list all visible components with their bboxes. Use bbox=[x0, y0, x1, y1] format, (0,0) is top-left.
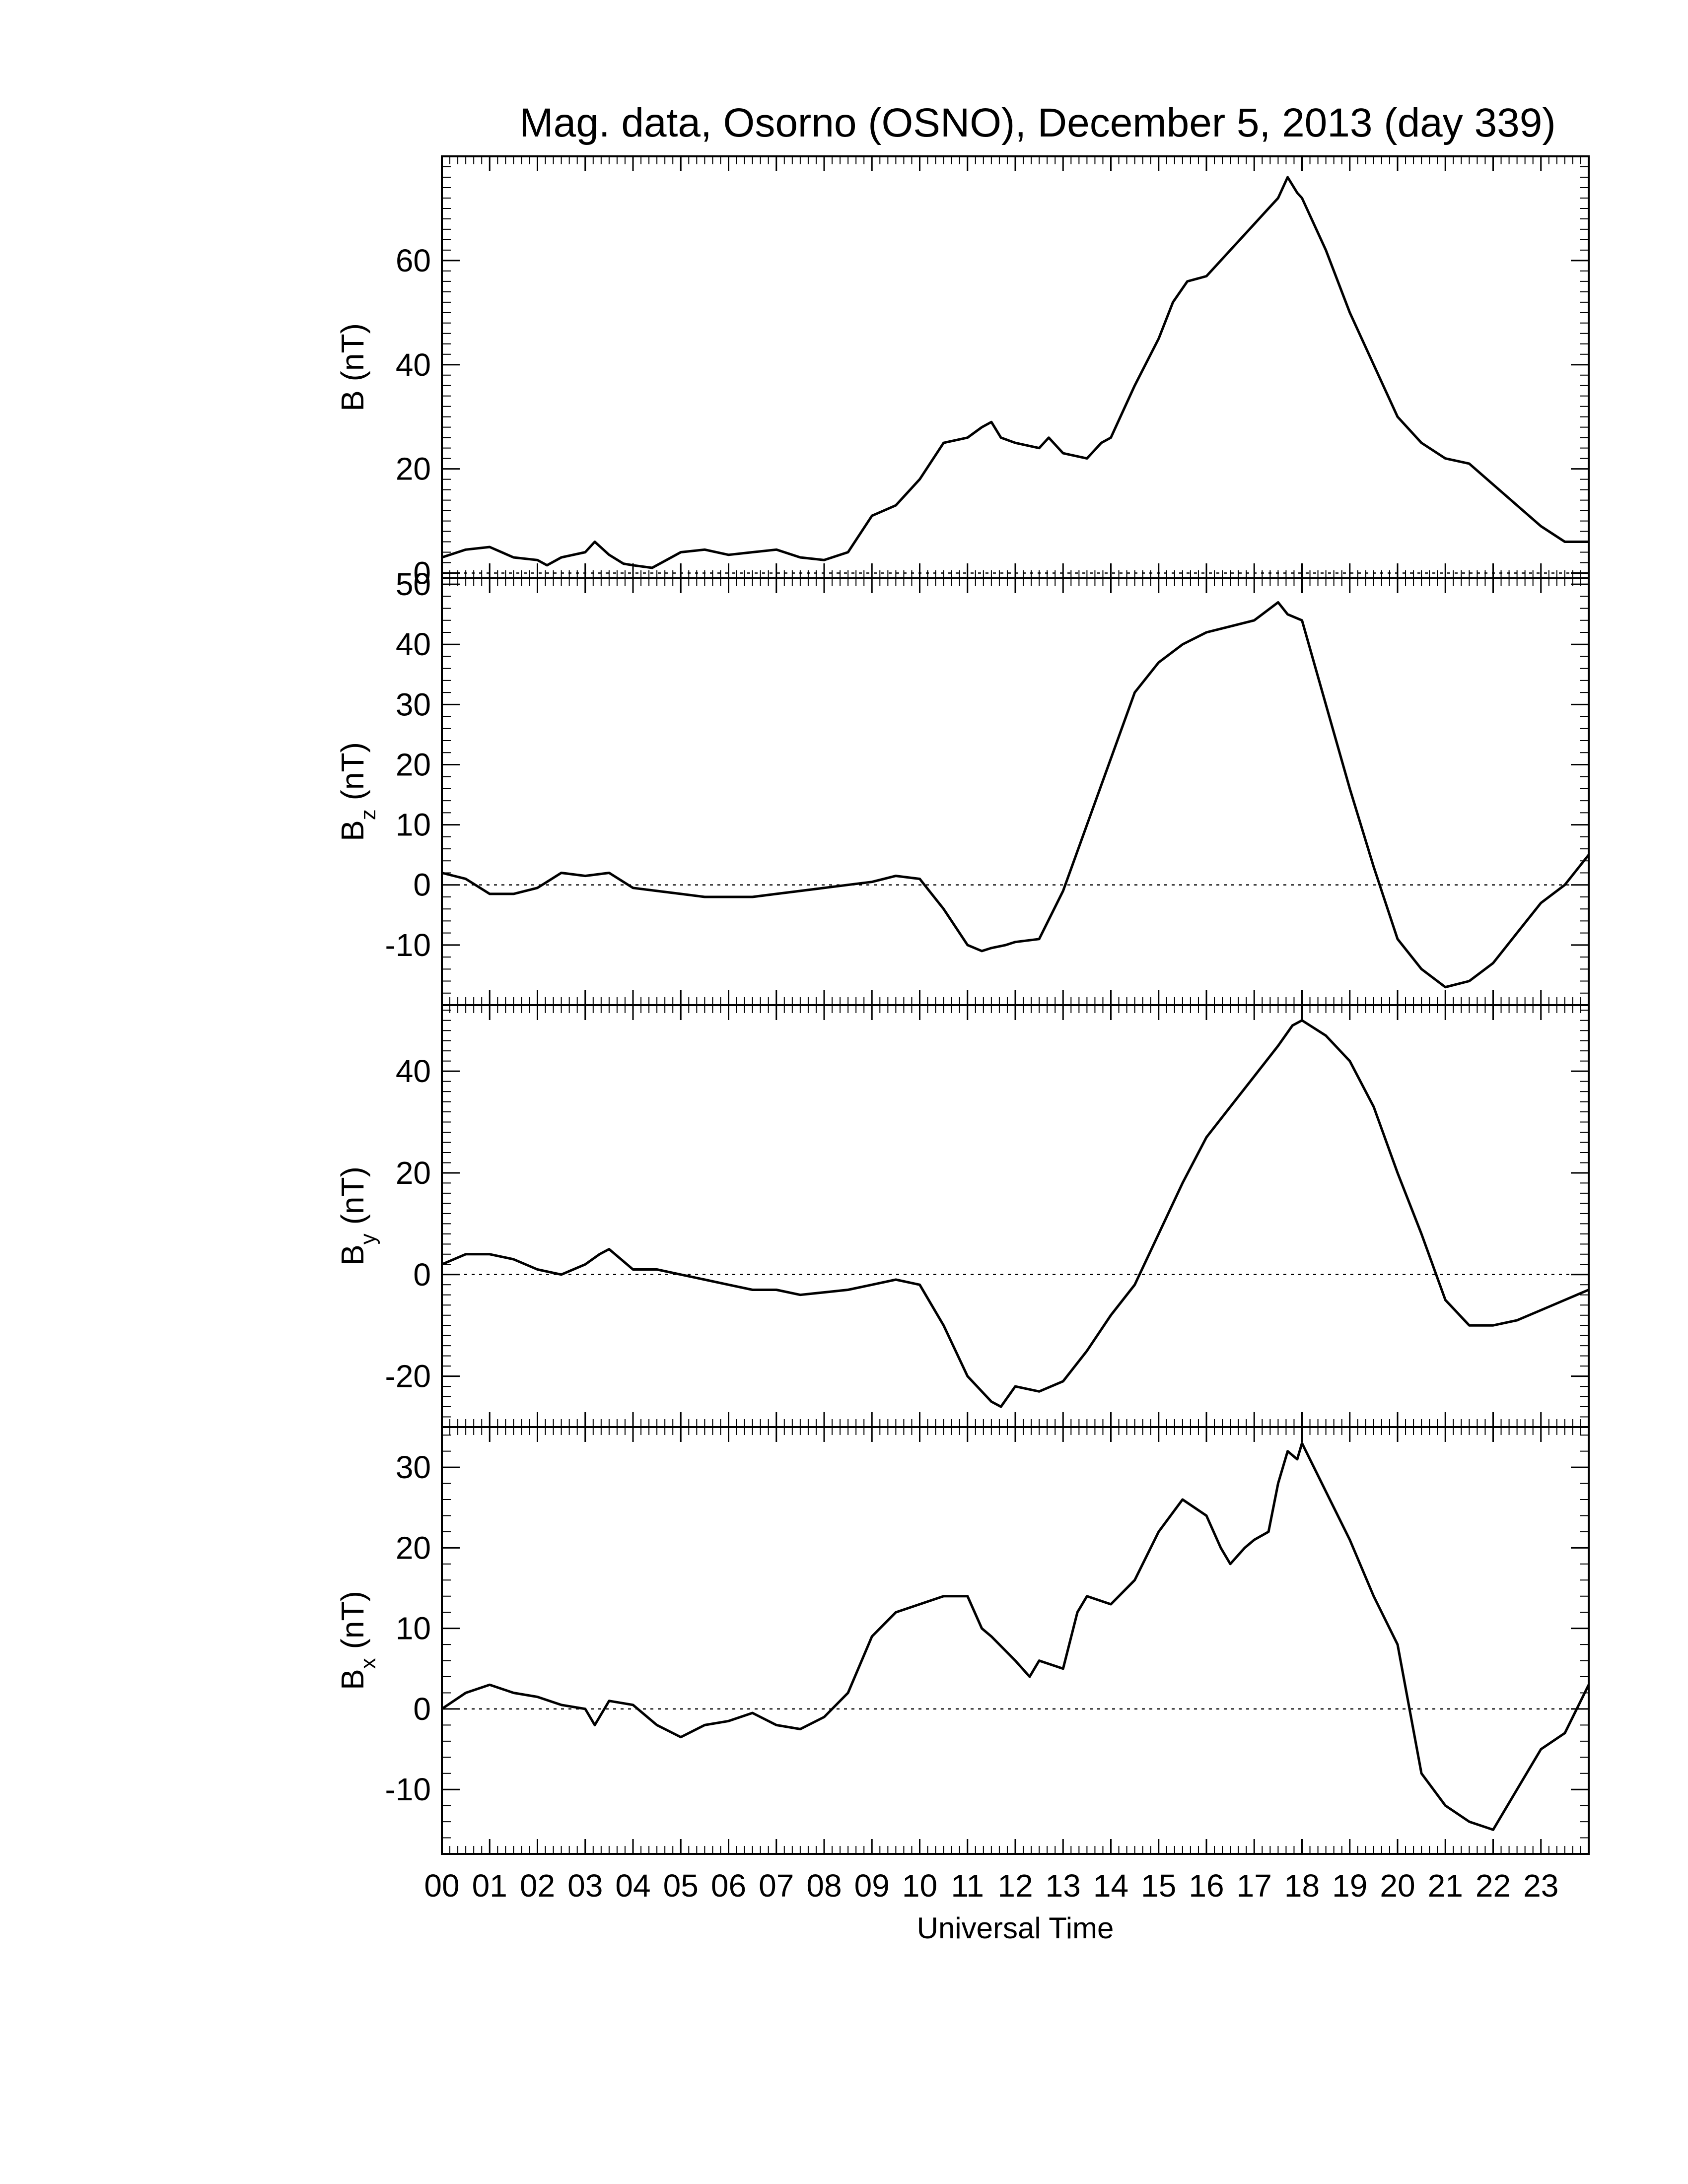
x-tick-labels: 00 01 02 03 04 05 06 07 08 09 10 11 12 13 14 15 16 17 18 19… bbox=[424, 1868, 1558, 1904]
y-tick-label: 50 bbox=[396, 566, 431, 602]
x-tick-label: 11 bbox=[951, 1868, 984, 1904]
chart-title: Mag. data, Osorno (OSNO), December 5, 20… bbox=[519, 100, 1555, 145]
data-series-line bbox=[441, 1019, 1589, 1408]
y-label-sub: x bbox=[356, 1658, 380, 1669]
y-tick-label: 0 bbox=[413, 1257, 431, 1293]
x-tick-label: 00 bbox=[424, 1868, 459, 1904]
data-series-line bbox=[441, 601, 1590, 989]
x-tick-label: 03 bbox=[567, 1868, 603, 1904]
y-tick-label: -20 bbox=[385, 1359, 431, 1394]
x-tick-label: 08 bbox=[806, 1868, 842, 1904]
x-tick-label: 17 bbox=[1237, 1868, 1272, 1904]
panel-frame bbox=[441, 1426, 1590, 1855]
y-label-unit: (nT) bbox=[335, 742, 370, 809]
x-tick-label: 02 bbox=[520, 1868, 555, 1904]
panel-3: -10 0 10 20 30 Bx (nT) bbox=[335, 1426, 1590, 1855]
data-series-line bbox=[441, 1442, 1590, 1831]
x-tick-label: 12 bbox=[997, 1868, 1033, 1904]
x-tick-label: 07 bbox=[759, 1868, 794, 1904]
x-axis-label: Universal Time bbox=[917, 1911, 1114, 1945]
panel-frame bbox=[441, 155, 1590, 579]
x-tick-label: 18 bbox=[1284, 1868, 1320, 1904]
y-tick-label: 0 bbox=[413, 1691, 431, 1727]
y-label-sub: y bbox=[356, 1233, 380, 1244]
y-axis-label: B (nT) bbox=[335, 323, 370, 411]
y-tick-label: -10 bbox=[385, 1772, 431, 1807]
y-tick-label: 30 bbox=[396, 1449, 431, 1485]
y-label-main: B bbox=[335, 390, 370, 411]
y-tick-label: 40 bbox=[396, 347, 431, 383]
y-tick-label: 20 bbox=[396, 1530, 431, 1566]
y-label-sub: z bbox=[356, 809, 380, 820]
y-axis-label: Bz (nT) bbox=[335, 742, 380, 841]
x-tick-label: 19 bbox=[1332, 1868, 1367, 1904]
x-tick-label: 22 bbox=[1476, 1868, 1511, 1904]
y-label-main: B bbox=[335, 820, 370, 841]
y-tick-label: 10 bbox=[396, 1611, 431, 1646]
y-label-unit: (nT) bbox=[335, 323, 370, 390]
x-tick-label: 01 bbox=[472, 1868, 507, 1904]
x-tick-label: 05 bbox=[663, 1868, 699, 1904]
x-tick-label: 21 bbox=[1428, 1868, 1463, 1904]
y-tick-label: 20 bbox=[396, 747, 431, 782]
y-axis-label: Bx (nT) bbox=[335, 1591, 380, 1690]
y-label-unit: (nT) bbox=[335, 1166, 370, 1233]
panel-frame bbox=[441, 1004, 1590, 1428]
x-tick-label: 14 bbox=[1093, 1868, 1128, 1904]
y-label-main: B bbox=[335, 1244, 370, 1266]
y-label-main: B bbox=[335, 1669, 370, 1690]
x-tick-label: 23 bbox=[1523, 1868, 1558, 1904]
y-axis-label: By (nT) bbox=[335, 1166, 380, 1266]
x-tick-label: 16 bbox=[1189, 1868, 1224, 1904]
panel-0: 0 20 40 60 B (nT) bbox=[335, 155, 1590, 591]
x-tick-label: 10 bbox=[902, 1868, 937, 1904]
x-tick-label: 20 bbox=[1380, 1868, 1415, 1904]
data-series-line bbox=[441, 176, 1589, 569]
panel-1: -10 0 10 20 30 40 50 Bz (nT) bbox=[335, 566, 1590, 1006]
y-tick-label: 40 bbox=[396, 626, 431, 662]
x-tick-label: 15 bbox=[1141, 1868, 1176, 1904]
y-tick-label: 20 bbox=[396, 451, 431, 487]
y-tick-label: 60 bbox=[396, 243, 431, 278]
y-tick-label: 10 bbox=[396, 807, 431, 843]
y-tick-label: 30 bbox=[396, 686, 431, 722]
panel-2: -20 0 20 40 By (nT) bbox=[335, 1004, 1590, 1428]
y-tick-label: 0 bbox=[413, 867, 431, 903]
y-tick-label: -10 bbox=[385, 927, 431, 963]
y-tick-label: 40 bbox=[396, 1053, 431, 1089]
y-label-unit: (nT) bbox=[335, 1591, 370, 1658]
x-tick-label: 06 bbox=[711, 1868, 746, 1904]
x-tick-label: 09 bbox=[854, 1868, 890, 1904]
y-tick-label: 20 bbox=[396, 1155, 431, 1191]
x-tick-label: 13 bbox=[1046, 1868, 1081, 1904]
chart-panels: 0 20 40 60 B (nT) -10 0 10 20 30 40 50 Bz (nT) -20 0 20… bbox=[335, 155, 1590, 1855]
y-tick-label: 0 bbox=[413, 555, 431, 591]
x-tick-label: 04 bbox=[615, 1868, 650, 1904]
